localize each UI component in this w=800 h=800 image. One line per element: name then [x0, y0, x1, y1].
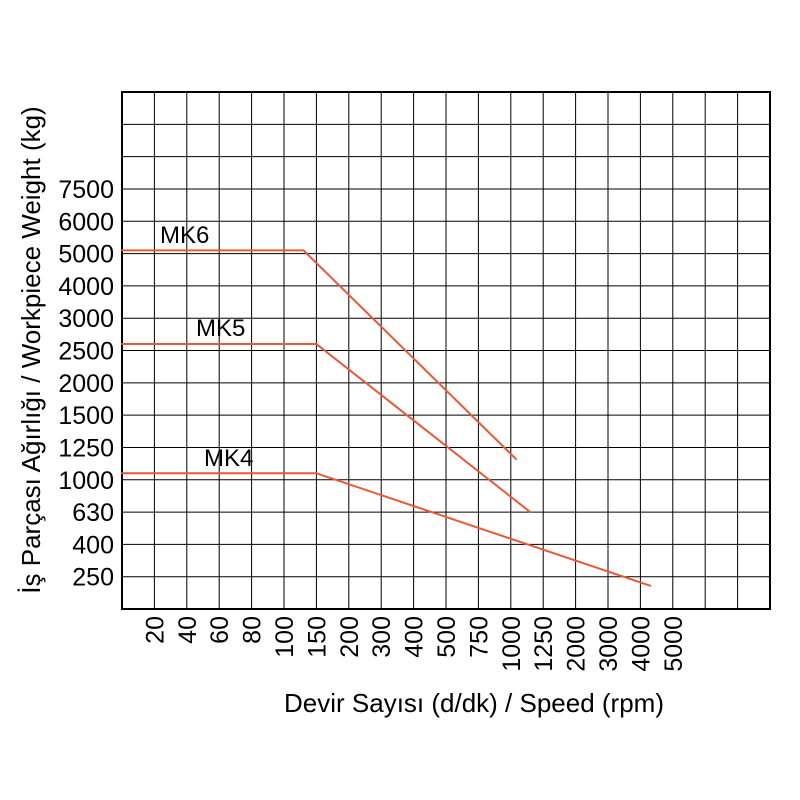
y-tick-label: 3000	[58, 305, 114, 333]
y-tick-label: 630	[72, 499, 114, 527]
x-tick-label: 500	[433, 616, 461, 658]
plot-border	[121, 91, 771, 610]
y-tick-label: 4000	[58, 273, 114, 301]
y-axis-title: İş Parçası Ağırlığı / Workpiece Weight (…	[16, 106, 46, 593]
x-tick-label: 60	[206, 616, 234, 644]
x-tick-label: 1250	[530, 616, 558, 672]
x-tick-label: 750	[465, 616, 493, 658]
y-tick-label: 2000	[58, 370, 114, 398]
y-tick-label: 1000	[58, 467, 114, 495]
y-tick-label: 5000	[58, 241, 114, 269]
x-tick-labels: 20 40 60 80 100 150 200 300 400 500 750 1000 1250 200…	[141, 616, 687, 672]
x-tick-label: 300	[368, 616, 396, 658]
y-tick-label: 7500	[58, 176, 114, 204]
series-line-mk5	[121, 343, 532, 514]
series-labels: MK6 MK5 MK4	[160, 222, 253, 472]
x-tick-label: 200	[336, 616, 364, 658]
x-tick-label: 80	[239, 616, 267, 644]
x-axis-title: Devir Sayısı (d/dk) / Speed (rpm)	[284, 688, 664, 718]
x-tick-label: 2000	[563, 616, 591, 672]
x-tick-label: 5000	[660, 616, 688, 672]
grid-lines	[122, 92, 770, 609]
y-tick-label: 1250	[58, 434, 114, 462]
series-line-mk4	[121, 472, 652, 587]
series-lines	[121, 249, 652, 587]
series-label-mk6: MK6	[160, 222, 209, 249]
y-tick-label: 400	[72, 531, 114, 559]
x-tick-label: 1000	[498, 616, 526, 672]
y-tick-label: 250	[72, 564, 114, 592]
series-label-mk5: MK5	[196, 315, 245, 342]
x-tick-label: 40	[174, 616, 202, 644]
y-tick-label: 6000	[58, 208, 114, 236]
y-tick-labels: 7500 6000 5000 4000 3000 2500 2000 1500 1250 1000…	[58, 176, 114, 592]
x-tick-label: 100	[271, 616, 299, 658]
x-tick-label: 20	[141, 616, 169, 644]
series-line-mk6	[121, 249, 517, 461]
x-tick-label: 4000	[627, 616, 655, 672]
y-tick-label: 2500	[58, 338, 114, 366]
series-label-mk4: MK4	[204, 445, 253, 472]
x-tick-label: 3000	[595, 616, 623, 672]
x-tick-label: 400	[401, 616, 429, 658]
y-tick-label: 1500	[58, 402, 114, 430]
x-tick-label: 150	[303, 616, 331, 658]
